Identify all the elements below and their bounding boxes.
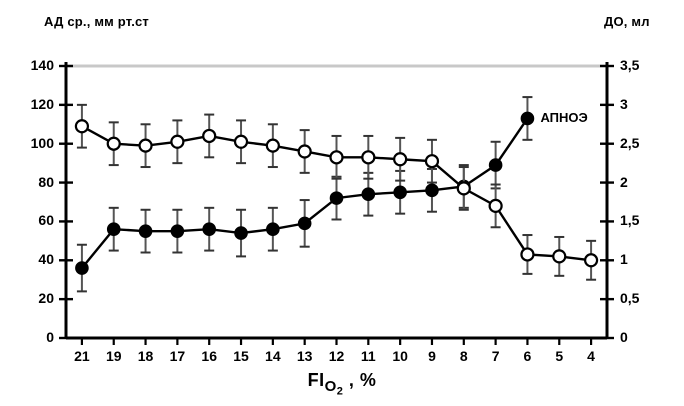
left-y-tick-label: 20	[38, 290, 54, 307]
data-point-open	[170, 134, 185, 149]
data-point-open	[488, 198, 503, 213]
series-2	[74, 103, 599, 281]
x-tick-label: 18	[137, 348, 154, 364]
data-point-open	[297, 144, 312, 159]
x-tick-label: 13	[296, 348, 313, 364]
x-tick-label: 12	[328, 348, 345, 364]
data-point-open	[456, 181, 471, 196]
data-point-open	[393, 152, 408, 167]
x-tick-label: 5	[555, 348, 564, 364]
data-point-open	[329, 150, 344, 165]
x-tick-label: 10	[392, 348, 408, 364]
x-tick-label: 8	[459, 348, 468, 364]
data-point-filled	[234, 226, 248, 240]
data-point-filled	[425, 183, 439, 198]
x-axis-title-main: FI	[307, 370, 325, 390]
left-y-tick-label: 140	[30, 57, 54, 73]
data-point-open	[424, 154, 440, 169]
x-axis-title: FIO2 , %	[0, 370, 684, 397]
x-tick-label: 6	[523, 348, 532, 364]
data-point-filled	[329, 191, 344, 205]
x-tick-label: 4	[587, 348, 595, 364]
data-point-open	[106, 136, 121, 151]
left-axis-title: АД ср., мм рт.ст	[44, 14, 149, 29]
left-y-tick-label: 0	[46, 329, 54, 345]
right-axis-title: ДО, мл	[604, 14, 650, 29]
data-point-filled	[202, 222, 217, 236]
right-y-tick-label: 0,5	[620, 290, 640, 307]
right-y-tick-label: 3,5	[620, 57, 640, 73]
left-y-tick-label: 120	[30, 95, 54, 112]
data-point-filled	[106, 222, 121, 236]
data-point-open	[583, 253, 599, 268]
x-axis-title-suffix: , %	[343, 370, 377, 390]
right-y-tick-label: 3	[620, 95, 628, 112]
data-point-filled	[138, 224, 153, 238]
data-point-open	[74, 119, 90, 134]
right-y-tick-label: 2,5	[620, 134, 640, 151]
right-y-tick-label: 0	[620, 329, 628, 345]
data-point-filled	[393, 185, 407, 200]
annotation-apnoe: АПНОЭ	[540, 110, 588, 126]
data-point-open	[520, 247, 535, 262]
data-point-open	[233, 134, 249, 149]
data-point-open	[138, 138, 153, 153]
x-tick-label: 9	[428, 348, 436, 364]
x-tick-label: 11	[360, 348, 376, 364]
right-y-tick-label: 1	[620, 251, 628, 268]
data-point-filled	[361, 187, 376, 202]
data-point-filled	[170, 224, 185, 238]
data-point-filled	[488, 158, 503, 172]
right-y-tick-label: 2	[620, 173, 628, 190]
x-tick-label: 15	[233, 348, 249, 364]
data-point-filled	[75, 261, 89, 275]
data-point-open	[552, 249, 567, 264]
x-tick-label: 14	[265, 348, 281, 364]
x-tick-label: 17	[169, 348, 186, 364]
left-y-tick-label: 100	[30, 134, 54, 151]
left-y-tick-label: 40	[38, 251, 54, 268]
x-tick-label: 7	[491, 348, 500, 364]
x-axis-title-sub: O	[324, 377, 337, 395]
data-point-filled	[520, 111, 535, 126]
data-point-filled	[297, 216, 312, 231]
data-point-filled	[266, 222, 280, 236]
left-y-tick-label: 80	[38, 173, 54, 190]
left-y-tick-label: 60	[38, 212, 54, 229]
data-point-open	[202, 128, 217, 144]
x-tick-label: 21	[74, 348, 90, 364]
x-tick-label: 19	[105, 348, 122, 364]
x-axis-title-subsub: 2	[336, 385, 344, 398]
x-tick-label: 16	[201, 348, 217, 364]
data-point-open	[265, 138, 280, 153]
data-point-open	[361, 150, 376, 165]
right-y-tick-label: 1,5	[620, 212, 640, 229]
